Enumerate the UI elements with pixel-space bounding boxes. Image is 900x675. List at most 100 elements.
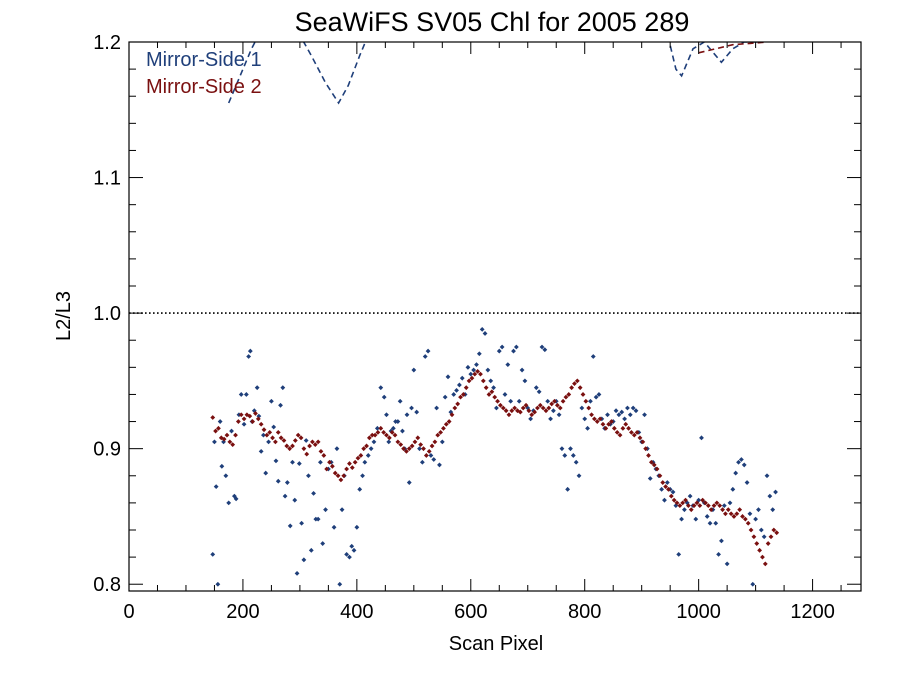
y-tick-label: 1.1 <box>93 168 121 190</box>
mirror-side-2-point <box>230 442 236 447</box>
mirror-side-2-point <box>486 392 492 397</box>
mirror-side-1-point <box>419 459 425 465</box>
mirror-side-2-point <box>697 503 703 508</box>
mirror-side-1-point <box>226 500 232 506</box>
mirror-side-1-point <box>758 527 764 533</box>
mirror-side-2-point <box>520 405 526 411</box>
mirror-side-1-point <box>682 507 687 513</box>
mirror-side-2-point <box>221 436 227 442</box>
mirror-side-2-point <box>352 459 358 465</box>
mirror-side-1-point <box>582 416 588 422</box>
mirror-side-1-point <box>318 459 323 465</box>
mirror-side-1-point <box>465 364 471 370</box>
mirror-side-2-point <box>381 430 387 435</box>
mirror-side-1-point <box>223 473 229 479</box>
mirror-side-2-point <box>412 439 418 445</box>
mirror-side-1-point <box>271 424 277 430</box>
mirror-side-1-point <box>753 516 759 522</box>
mirror-side-1-point <box>767 493 773 499</box>
mirror-side-2-point <box>483 385 489 391</box>
x-tick-label: 0 <box>123 601 134 623</box>
mirror-side-1-point <box>365 453 371 458</box>
mirror-side-1-point <box>471 367 477 373</box>
mirror-side-2-point <box>435 432 441 438</box>
mirror-side-1-point <box>499 344 505 350</box>
mirror-side-1-point <box>533 385 539 391</box>
mirror-side-2-point <box>438 430 443 435</box>
mirror-side-2-point <box>714 500 720 506</box>
mirror-side-2-point <box>478 371 483 377</box>
mirror-side-1-point <box>258 448 264 454</box>
mirror-side-1-point <box>381 394 387 400</box>
mirror-side-2-point <box>506 412 512 418</box>
mirror-side-2-point <box>557 405 563 411</box>
mirror-side-2-point <box>774 530 780 536</box>
mirror-side-1-point <box>362 459 368 465</box>
mirror-side-2-point <box>250 419 256 424</box>
mirror-side-1-point <box>721 503 727 508</box>
mirror-side-1-point <box>456 382 462 388</box>
mirror-side-1-point <box>320 541 326 546</box>
mirror-side-1-point <box>528 416 534 422</box>
mirror-side-2-point <box>680 500 686 506</box>
mirror-side-2-point <box>244 412 250 418</box>
mirror-side-1-point <box>670 489 676 495</box>
mirror-side-2-point <box>529 412 535 418</box>
mirror-side-1-point <box>315 516 321 522</box>
mirror-side-1-point <box>545 398 551 404</box>
mirror-side-2-point <box>489 389 495 395</box>
mirror-side-2-point <box>526 408 532 414</box>
mirror-side-2-point <box>241 416 247 422</box>
mirror-side-2-point <box>238 412 244 418</box>
mirror-side-1-point <box>459 375 465 381</box>
mirror-side-1-point <box>770 507 776 513</box>
mirror-side-2-point <box>728 511 734 517</box>
mirror-side-1-point <box>764 473 770 479</box>
mirror-side-1-point <box>747 511 753 517</box>
mirror-side-1-point <box>241 421 247 427</box>
mirror-side-1-point <box>210 552 216 557</box>
mirror-side-2-point <box>694 500 700 506</box>
mirror-side-1-point <box>485 367 491 373</box>
mirror-side-1-point <box>299 520 305 526</box>
mirror-side-1-point <box>519 367 525 373</box>
mirror-side-1-point <box>434 405 440 411</box>
mirror-side-1-point <box>442 394 448 400</box>
mirror-side-2-point <box>452 405 458 411</box>
mirror-side-2-point <box>463 385 469 391</box>
mirror-side-1-point <box>439 439 445 445</box>
mirror-side-1-point <box>679 516 684 522</box>
mirror-side-2-point <box>304 451 310 457</box>
mirror-side-1-point <box>588 398 593 404</box>
mirror-side-2-point <box>349 465 355 471</box>
mirror-side-2-point <box>540 405 546 411</box>
mirror-side-1-point <box>476 351 482 357</box>
y-tick-label: 0.9 <box>93 439 121 461</box>
mirror-side-1-point <box>215 581 221 587</box>
mirror-side-1-point <box>347 554 352 560</box>
mirror-side-1-point <box>213 484 219 490</box>
mirror-side-2-point <box>745 520 751 526</box>
mirror-side-2-point <box>748 527 754 533</box>
axes: 0 200 400 600 800 1000 1200 0.8 0.9 1.0 1.1 1.2 <box>93 32 862 623</box>
mirror-side-1-point <box>404 412 410 418</box>
mirror-side-2-point <box>543 408 549 414</box>
mirror-side-2-point <box>640 439 646 445</box>
mirror-side-1-point <box>468 371 474 377</box>
mirror-side-2-point <box>472 371 478 377</box>
mirror-side-2-point <box>312 442 318 447</box>
mirror-side-1-point <box>337 581 343 587</box>
mirror-side-1-point <box>280 385 286 391</box>
mirror-side-1-point <box>451 392 457 397</box>
mirror-side-1-point <box>542 347 548 353</box>
mirror-side-1-point <box>417 446 422 452</box>
mirror-side-2-point <box>660 480 666 485</box>
mirror-side-1-point <box>303 438 309 443</box>
chart-title: SeaWiFS SV05 Chl for 2005 289 <box>295 7 690 37</box>
mirror-side-1-point <box>351 547 357 553</box>
mirror-side-1-point <box>428 453 434 458</box>
mirror-side-2-point <box>415 435 421 441</box>
mirror-side-1-point <box>539 344 545 350</box>
mirror-side-1-point <box>550 408 556 414</box>
